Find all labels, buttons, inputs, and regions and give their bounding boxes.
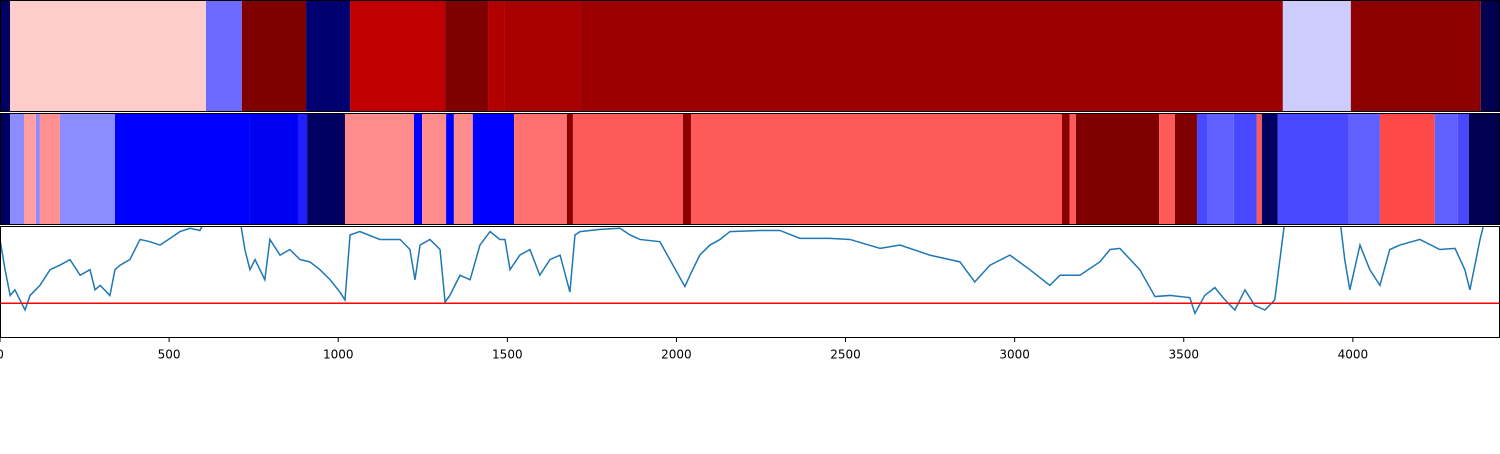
segment	[307, 113, 345, 225]
x-tick-label: 500	[158, 348, 181, 362]
segment	[297, 113, 308, 225]
segment	[1457, 113, 1469, 225]
segment	[488, 0, 505, 112]
x-tick-label: 4000	[1338, 348, 1369, 362]
segment	[504, 0, 581, 112]
segment	[1282, 0, 1351, 112]
segment	[682, 113, 691, 225]
segment	[1207, 113, 1234, 225]
segment	[422, 113, 447, 225]
segment	[566, 113, 573, 225]
segment	[306, 0, 351, 112]
segment	[472, 113, 515, 225]
segment	[1062, 113, 1070, 225]
x-tick-label: 3500	[1168, 348, 1199, 362]
segment	[514, 113, 567, 225]
segment	[1075, 113, 1160, 225]
segment	[35, 113, 40, 225]
segment	[114, 113, 250, 225]
segment	[241, 0, 307, 112]
segment	[690, 113, 1063, 225]
segment	[0, 113, 11, 225]
x-tick-label: 1000	[323, 348, 354, 362]
segment	[1261, 113, 1278, 225]
segment	[1434, 113, 1458, 225]
segment	[1379, 113, 1435, 225]
segment	[0, 0, 11, 112]
segment	[24, 113, 36, 225]
line	[0, 226, 1485, 316]
segment	[1350, 0, 1481, 112]
segment	[445, 0, 489, 112]
segment	[453, 113, 473, 225]
segment	[1468, 113, 1500, 225]
segment	[413, 113, 423, 225]
segment	[59, 113, 115, 225]
segment	[580, 0, 1283, 112]
segment	[1348, 113, 1380, 225]
segment	[1480, 0, 1500, 112]
segment	[1233, 113, 1257, 225]
segment	[1196, 113, 1208, 225]
segment	[344, 113, 414, 225]
segment	[1069, 113, 1076, 225]
segment	[572, 113, 683, 225]
segment	[1159, 113, 1175, 225]
x-tick-label: 3000	[999, 348, 1030, 362]
x-tick-label: 0	[0, 348, 4, 362]
axes-frame	[0, 226, 1500, 338]
segment	[446, 113, 454, 225]
x-tick-label: 2500	[830, 348, 861, 362]
x-tick-label: 2000	[661, 348, 692, 362]
segment	[10, 0, 206, 112]
x-tick-label: 1500	[492, 348, 523, 362]
segment	[249, 113, 298, 225]
segment	[39, 113, 60, 225]
segment	[1277, 113, 1349, 225]
segment	[1174, 113, 1197, 225]
segment	[10, 113, 25, 225]
segment	[350, 0, 446, 112]
segment	[205, 0, 242, 112]
segment	[1256, 113, 1262, 225]
